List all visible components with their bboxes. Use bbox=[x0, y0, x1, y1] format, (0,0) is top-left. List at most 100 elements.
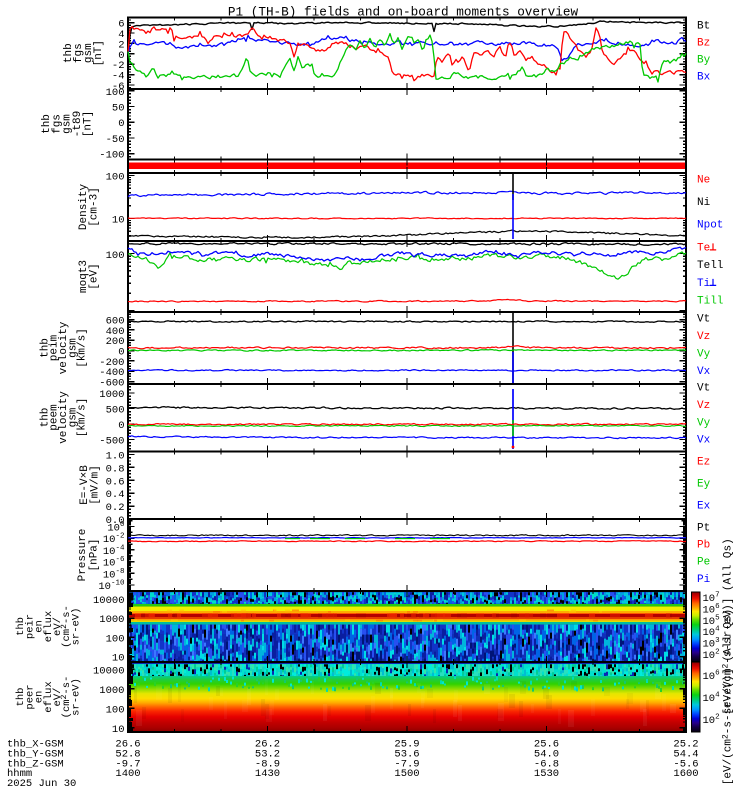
svg-text:26.2: 26.2 bbox=[255, 739, 280, 751]
svg-text:Vy: Vy bbox=[697, 348, 711, 360]
svg-text:10000: 10000 bbox=[93, 665, 125, 677]
svg-text:53.2: 53.2 bbox=[255, 749, 280, 761]
svg-text:54.0: 54.0 bbox=[534, 749, 559, 761]
svg-text:25.6: 25.6 bbox=[534, 739, 559, 751]
svg-text:Bz: Bz bbox=[697, 37, 710, 49]
svg-text:0: 0 bbox=[118, 50, 124, 62]
svg-text:en: en bbox=[34, 620, 46, 633]
svg-text:Pb: Pb bbox=[697, 539, 710, 551]
svg-text:25.9: 25.9 bbox=[394, 739, 419, 751]
svg-text:1000: 1000 bbox=[99, 685, 124, 697]
svg-text:thb_Y-GSM: thb_Y-GSM bbox=[7, 749, 64, 761]
svg-text:[cm-3]: [cm-3] bbox=[89, 187, 101, 227]
svg-text:0.4: 0.4 bbox=[106, 489, 125, 501]
svg-text:-5.6: -5.6 bbox=[673, 759, 698, 771]
svg-text:thb: thb bbox=[15, 617, 27, 636]
svg-text:(cm2-s-: (cm2-s- bbox=[60, 676, 73, 719]
svg-text:en: en bbox=[34, 691, 46, 704]
svg-text:100: 100 bbox=[106, 633, 125, 645]
svg-text:25.2: 25.2 bbox=[673, 739, 698, 751]
svg-text:sr-eV): sr-eV) bbox=[70, 678, 82, 716]
svg-text:P1 (TH-B) fields and on-board: P1 (TH-B) fields and on-board moments ov… bbox=[228, 5, 579, 20]
svg-text:500: 500 bbox=[106, 405, 125, 417]
svg-text:[nPa]: [nPa] bbox=[89, 538, 101, 571]
svg-text:0.8: 0.8 bbox=[106, 463, 125, 475]
svg-text:10: 10 bbox=[112, 724, 125, 736]
svg-text:-400: -400 bbox=[99, 367, 124, 379]
svg-text:1430: 1430 bbox=[255, 768, 280, 780]
svg-text:Vz: Vz bbox=[697, 400, 710, 412]
svg-text:Ni: Ni bbox=[697, 197, 711, 209]
svg-text:[nT]: [nT] bbox=[83, 111, 95, 137]
svg-text:-6: -6 bbox=[112, 81, 125, 93]
svg-text:200: 200 bbox=[106, 336, 125, 348]
svg-text:Density: Density bbox=[78, 184, 90, 231]
svg-text:400: 400 bbox=[106, 326, 125, 338]
svg-text:gsm: gsm bbox=[62, 114, 74, 134]
svg-text:100: 100 bbox=[106, 172, 125, 184]
svg-text:Pt: Pt bbox=[697, 522, 710, 534]
svg-text:-600: -600 bbox=[99, 378, 124, 390]
svg-text:0: 0 bbox=[118, 420, 124, 432]
svg-text:thb: thb bbox=[63, 43, 75, 63]
svg-text:thb: thb bbox=[39, 338, 51, 358]
svg-text:100: 100 bbox=[106, 704, 125, 716]
svg-text:-4: -4 bbox=[112, 71, 125, 83]
svg-text:fgs: fgs bbox=[51, 114, 63, 134]
svg-text:velocity: velocity bbox=[58, 391, 70, 444]
svg-text:600: 600 bbox=[106, 316, 125, 328]
svg-text:0: 0 bbox=[118, 118, 124, 130]
svg-text:[mV/m]: [mV/m] bbox=[89, 465, 101, 505]
svg-text:54.4: 54.4 bbox=[673, 749, 698, 761]
svg-text:Vt: Vt bbox=[697, 314, 710, 326]
svg-text:1.0: 1.0 bbox=[106, 451, 125, 463]
svg-text:1000: 1000 bbox=[99, 389, 124, 401]
svg-text:Tell: Tell bbox=[697, 260, 723, 272]
svg-text:Vz: Vz bbox=[697, 331, 710, 343]
svg-text:fgs: fgs bbox=[73, 43, 85, 63]
svg-text:1400: 1400 bbox=[115, 768, 140, 780]
svg-text:-6.8: -6.8 bbox=[534, 759, 559, 771]
svg-text:-9.7: -9.7 bbox=[115, 759, 140, 771]
svg-text:2025 Jun 30: 2025 Jun 30 bbox=[7, 778, 76, 790]
svg-text:50: 50 bbox=[112, 103, 125, 115]
svg-text:Ne: Ne bbox=[697, 175, 710, 187]
svg-text:Pe: Pe bbox=[697, 557, 710, 569]
svg-text:52.8: 52.8 bbox=[115, 749, 140, 761]
svg-text:0.0: 0.0 bbox=[106, 515, 125, 527]
svg-text:Te: Te bbox=[697, 242, 710, 254]
svg-text:Vx: Vx bbox=[697, 366, 711, 378]
svg-text:Bx: Bx bbox=[697, 72, 711, 84]
svg-text:thb: thb bbox=[39, 408, 51, 428]
svg-text:100: 100 bbox=[106, 250, 125, 262]
svg-text:Npot: Npot bbox=[697, 220, 723, 232]
svg-text:-200: -200 bbox=[99, 357, 124, 369]
svg-text:6: 6 bbox=[118, 19, 124, 31]
svg-text:-7.9: -7.9 bbox=[394, 759, 419, 771]
svg-text:Vx: Vx bbox=[697, 435, 711, 447]
svg-text:[nT]: [nT] bbox=[93, 40, 105, 66]
svg-text:[eV/(cm2-s-sr-eV)] (All Qs): [eV/(cm2-s-sr-eV)] (All Qs) bbox=[721, 609, 734, 785]
svg-text:Bt: Bt bbox=[697, 20, 710, 32]
svg-text:peem: peem bbox=[49, 404, 61, 431]
svg-text:-2: -2 bbox=[112, 60, 125, 72]
svg-text:4: 4 bbox=[118, 29, 124, 41]
svg-text:10: 10 bbox=[112, 215, 125, 227]
svg-text:E=-V×B: E=-V×B bbox=[79, 465, 91, 505]
svg-text:[eV]: [eV] bbox=[89, 263, 101, 289]
svg-text:Ex: Ex bbox=[697, 500, 711, 512]
svg-text:peir: peir bbox=[24, 614, 36, 639]
svg-text:eV/: eV/ bbox=[52, 688, 64, 707]
svg-text:26.6: 26.6 bbox=[115, 739, 140, 751]
svg-text:[km/s]: [km/s] bbox=[77, 328, 89, 368]
svg-text:1500: 1500 bbox=[394, 768, 419, 780]
svg-text:-8.9: -8.9 bbox=[255, 759, 280, 771]
svg-text:Vy: Vy bbox=[697, 417, 711, 429]
svg-text:-100: -100 bbox=[99, 150, 124, 162]
svg-text:Pressure: Pressure bbox=[77, 529, 89, 582]
svg-text:thb: thb bbox=[15, 688, 27, 707]
svg-text:1000: 1000 bbox=[99, 614, 124, 626]
svg-text:gsm: gsm bbox=[67, 407, 79, 427]
svg-text:10000: 10000 bbox=[93, 595, 125, 607]
svg-text:0.2: 0.2 bbox=[106, 502, 125, 514]
